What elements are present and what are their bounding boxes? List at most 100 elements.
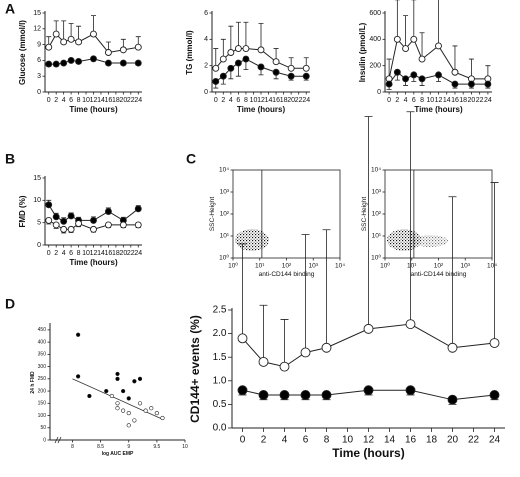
data-point — [75, 38, 83, 46]
x-tick-label: 10³ — [309, 262, 319, 269]
y-tick-label: 0 — [37, 242, 41, 249]
data-point — [104, 49, 112, 56]
x-tick-label: 10¹ — [407, 262, 417, 269]
data-point — [287, 64, 295, 72]
y-tick-label: 10 — [33, 197, 41, 204]
data-point — [126, 423, 131, 428]
panel-label: B — [5, 151, 15, 167]
data-point — [90, 216, 97, 224]
x-tick-label: 6 — [236, 97, 240, 104]
data-point — [212, 64, 220, 72]
y-tick-label: 0.0 — [213, 423, 227, 434]
y-tick-label: 2.5 — [213, 305, 227, 316]
x-tick-label: 8.5 — [97, 444, 104, 450]
x-tick-label: 8 — [77, 250, 81, 257]
error-bar — [364, 116, 373, 329]
y-tick-label: 15 — [33, 175, 41, 182]
x-tick-label: 18 — [280, 97, 288, 104]
data-point — [137, 376, 143, 381]
data-point — [115, 401, 120, 406]
y-tick-label: 4 — [204, 36, 208, 43]
y-tick-label: 0 — [43, 437, 46, 443]
data-point — [52, 213, 60, 221]
x-tick-label: 12 — [257, 97, 265, 104]
y-tick-label: 3 — [37, 73, 41, 80]
y-axis-label: CD144+ events (%) — [188, 315, 202, 423]
data-point — [90, 30, 97, 38]
data-point — [45, 201, 53, 209]
data-point — [52, 221, 60, 229]
y-tick-label: 400 — [38, 339, 47, 345]
data-point — [109, 393, 114, 399]
x-tick-label: 0 — [47, 250, 51, 257]
data-point — [160, 415, 165, 421]
x-tick-label: 20 — [287, 97, 295, 104]
x-tick-label: 12 — [363, 435, 375, 446]
data-point — [134, 43, 142, 51]
data-point — [212, 78, 220, 85]
data-point — [300, 390, 311, 400]
data-point — [447, 342, 458, 353]
data-point — [258, 390, 269, 400]
y-tick-label: 0 — [37, 89, 41, 96]
data-point — [257, 63, 265, 71]
x-tick-label: 10⁰ — [228, 261, 238, 269]
x-tick-label: 0 — [387, 97, 391, 104]
data-point — [52, 30, 60, 38]
x-tick-label: 22 — [468, 435, 480, 446]
data-point — [119, 46, 127, 54]
x-tick-label: 18 — [459, 97, 467, 104]
y-tick-label: 100 — [38, 413, 47, 419]
data-point — [76, 374, 81, 379]
data-point — [234, 45, 242, 52]
x-tick-label: 16 — [105, 97, 113, 104]
x-tick-label: 10¹ — [255, 262, 265, 269]
data-point — [115, 376, 120, 381]
data-point — [272, 68, 280, 76]
x-tick-label: 6 — [69, 97, 73, 104]
data-point — [405, 385, 416, 396]
x-tick-label: 10 — [82, 250, 90, 257]
event-cloud — [235, 229, 269, 251]
x-tick-label: 0 — [240, 435, 246, 446]
y-tick-label: 600 — [369, 10, 381, 17]
x-tick-label: 9.5 — [153, 444, 160, 450]
data-point — [447, 394, 458, 405]
data-point — [132, 379, 137, 384]
x-tick-label: 16 — [272, 97, 280, 104]
data-point — [237, 333, 248, 344]
error-bar — [259, 304, 268, 362]
data-point — [272, 58, 280, 66]
y-tick-label: 450 — [38, 327, 47, 333]
data-point — [52, 60, 60, 68]
x-tick-label: 4 — [404, 97, 408, 104]
x-tick-label: 24 — [484, 97, 492, 104]
error-bar — [419, 32, 425, 60]
data-point — [67, 212, 75, 220]
y-tick-label: 300 — [38, 364, 47, 370]
y-tick-label: 10⁰ — [371, 254, 381, 262]
x-tick-label: 10⁴ — [487, 262, 497, 269]
error-bar — [228, 25, 234, 53]
data-point — [242, 55, 250, 63]
x-tick-label: 10⁰ — [380, 261, 390, 269]
data-point — [76, 332, 81, 337]
x-tick-label: 10 — [82, 97, 90, 104]
y-tick-label: 10¹ — [220, 233, 230, 240]
y-axis-label: TG (mmol/l) — [185, 30, 194, 75]
x-tick-label: 2 — [54, 97, 58, 104]
data-point — [435, 42, 442, 50]
data-point — [104, 208, 112, 215]
x-tick-label: 10 — [342, 435, 354, 446]
y-tick-label: 150 — [38, 401, 47, 407]
error-bar — [406, 111, 415, 325]
data-point — [45, 43, 53, 51]
y-axis-label: SSC-Height — [209, 197, 216, 232]
data-point — [149, 406, 154, 411]
x-tick-label: 18 — [112, 250, 120, 257]
x-axis-label: anti-CD144 binding — [259, 271, 315, 278]
data-point — [227, 49, 235, 56]
y-tick-label: 10³ — [220, 189, 230, 196]
y-tick-label: 0.5 — [213, 399, 227, 410]
data-point — [119, 59, 127, 67]
